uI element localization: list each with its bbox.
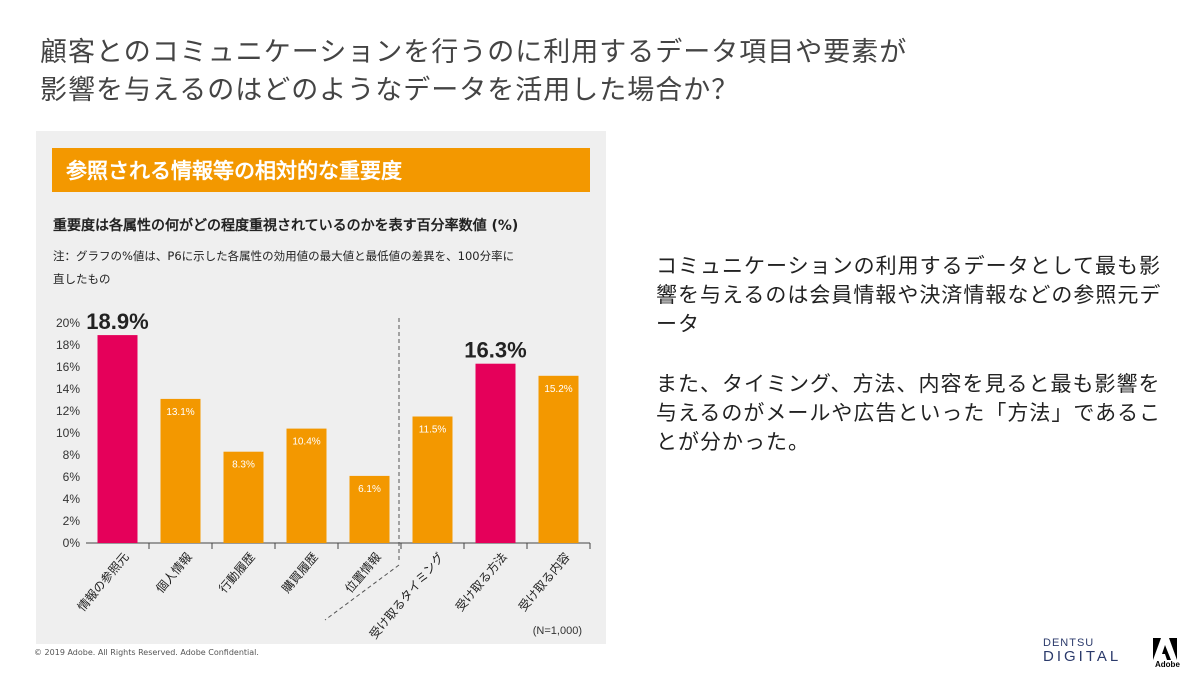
chart-note-line-2: 直したもの xyxy=(53,272,111,286)
bar xyxy=(160,398,201,543)
dentsu-logo-top: DENTSU xyxy=(1043,637,1095,649)
y-tick-label: 10% xyxy=(56,426,80,440)
bar-value-label: 18.9% xyxy=(86,309,148,334)
x-category-label: 情報の参照元 xyxy=(74,549,132,614)
group-divider-diagonal xyxy=(324,564,400,621)
bar-value-label: 10.4% xyxy=(292,437,320,448)
x-category-label: 受け取る方法 xyxy=(452,549,510,614)
bar xyxy=(475,363,516,543)
chart-note: 注：グラフの%値は、P6に示した各属性の効用値の最大値と最低値の差異を、100分… xyxy=(53,245,573,291)
chart-banner xyxy=(52,148,590,192)
y-tick-label: 6% xyxy=(63,470,81,484)
x-category-label: 行動履歴 xyxy=(216,550,258,596)
slide-title-line-2: 影響を与えるのはどのようなデータを活用した場合か？ xyxy=(40,75,740,106)
bar-value-label: 15.2% xyxy=(544,384,572,395)
sample-size-note: (N=1,000) xyxy=(533,625,582,637)
bar-value-label: 11.5% xyxy=(419,425,447,436)
x-category-label: 購買履歴 xyxy=(279,550,321,596)
y-tick-label: 0% xyxy=(63,536,81,550)
copyright-text: © 2019 Adobe. All Rights Reserved. Adobe… xyxy=(34,648,259,657)
adobe-logo-text: Adobe xyxy=(1155,660,1180,669)
bar xyxy=(412,416,453,543)
dentsu-logo-bottom: DIGITAL xyxy=(1043,648,1122,665)
bar-value-label: 16.3% xyxy=(464,338,526,363)
summary-paragraph-2: また、タイミング、方法、内容を見ると最も影響を与えるのがメールや広告といった「方… xyxy=(656,372,1162,454)
chart-banner-title: 参照される情報等の相対的な重要度 xyxy=(66,159,402,183)
bar xyxy=(286,428,327,543)
bar-value-label: 8.3% xyxy=(232,460,255,471)
bar-value-label: 6.1% xyxy=(358,484,381,495)
adobe-logo-icon xyxy=(1153,638,1177,660)
summary-paragraph-1: コミュニケーションの利用するデータとして最も影響を与えるのは会員情報や決済情報な… xyxy=(656,254,1162,336)
slide-title-line-1: 顧客とのコミュニケーションを行うのに利用するデータ項目や要素が xyxy=(40,37,908,68)
x-category-label: 受け取る内容 xyxy=(515,549,573,614)
y-tick-label: 12% xyxy=(56,404,80,418)
x-category-label: 位置情報 xyxy=(341,549,383,595)
chart-note-line-1: 注：グラフの%値は、P6に示した各属性の効用値の最大値と最低値の差異を、100分… xyxy=(53,249,515,263)
bar xyxy=(538,375,579,543)
bar xyxy=(223,451,264,543)
bar xyxy=(349,475,390,543)
y-tick-label: 4% xyxy=(63,492,81,506)
y-tick-label: 14% xyxy=(56,382,80,396)
slide-title: 顧客とのコミュニケーションを行うのに利用するデータ項目や要素が 影響を与えるのは… xyxy=(40,34,1040,110)
y-tick-label: 8% xyxy=(63,448,81,462)
bar xyxy=(97,335,138,543)
bar-value-label: 13.1% xyxy=(166,407,194,418)
x-category-label: 個人情報 xyxy=(153,550,195,596)
y-tick-label: 20% xyxy=(56,316,80,330)
chart-subtitle: 重要度は各属性の何がどの程度重視されているのかを表す百分率数値 (%) xyxy=(53,218,519,234)
y-tick-label: 16% xyxy=(56,360,80,374)
y-tick-label: 2% xyxy=(63,514,81,528)
y-tick-label: 18% xyxy=(56,338,80,352)
